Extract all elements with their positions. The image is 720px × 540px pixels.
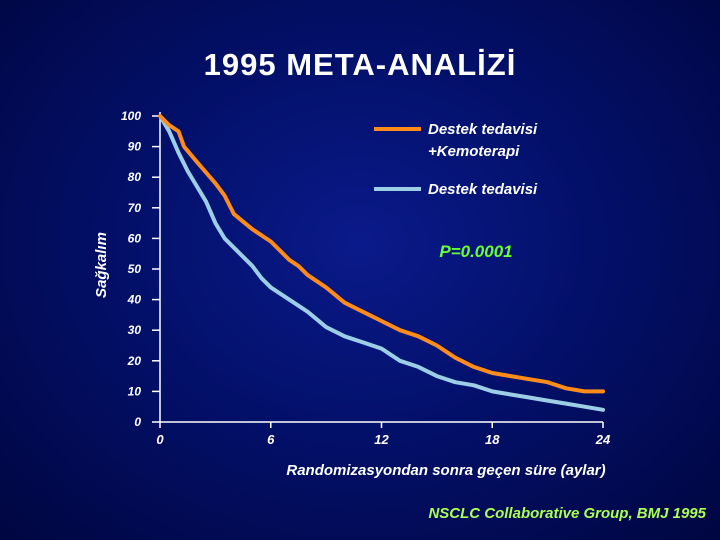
x-tick-label: 6	[267, 432, 275, 447]
legend-label-1: Destek tedavisi	[428, 181, 538, 198]
y-tick-label: 100	[121, 109, 141, 123]
x-tick-label: 18	[485, 432, 500, 447]
citation-text: NSCLC Collaborative Group, BMJ 1995	[428, 505, 706, 522]
x-axis-label: Randomizasyondan sonra geçen süre (aylar…	[286, 462, 605, 479]
legend: Destek tedavisi +Kemoterapi Destek tedavis…	[374, 121, 538, 198]
y-tick-label: 90	[128, 140, 142, 154]
y-tick-label: 0	[134, 415, 141, 429]
legend-label-0: Destek tedavisi +Kemoterapi	[428, 121, 538, 160]
y-tick-label: 30	[128, 323, 142, 337]
y-axis-label: Sağkalım	[93, 232, 110, 298]
x-tick-label: 24	[595, 432, 611, 447]
x-tick-label: 0	[156, 432, 164, 447]
y-tick-label: 20	[127, 354, 142, 368]
y-tick-label: 70	[128, 201, 142, 215]
y-tick-label: 50	[128, 262, 142, 276]
axes: 0 10 20 30 40 50 60 70 80 90 100 0 6 12 18 24	[121, 109, 611, 447]
series-line-1	[158, 114, 605, 412]
y-tick-label: 80	[128, 170, 142, 184]
y-tick-label: 40	[127, 293, 142, 307]
x-tick-label: 12	[374, 432, 389, 447]
y-tick-label: 60	[128, 231, 142, 245]
chart-title: 1995 META-ANALİZİ	[203, 47, 517, 82]
series-line-0	[158, 114, 605, 394]
y-tick-label: 10	[128, 384, 142, 398]
p-value-annotation: P=0.0001	[439, 242, 512, 261]
series-lines	[158, 114, 605, 412]
